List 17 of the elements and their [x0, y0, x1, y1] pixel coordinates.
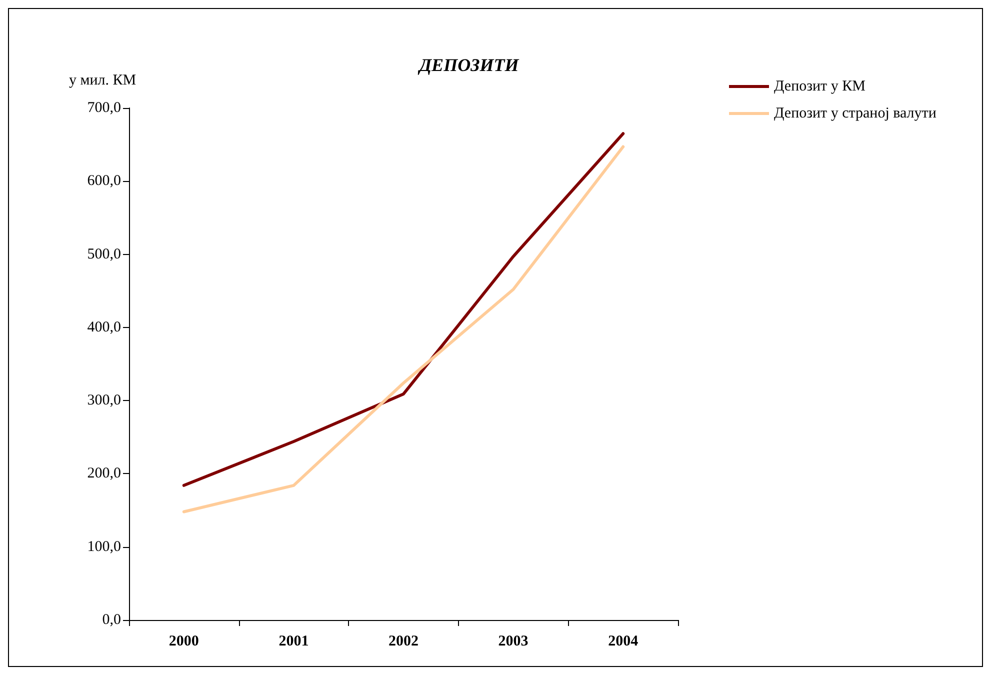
y-tick-label: 700,0: [87, 100, 121, 116]
chart-title: ДЕПОЗИТИ: [417, 55, 520, 75]
y-tick-label: 500,0: [87, 246, 121, 262]
y-tick-label: 400,0: [87, 319, 121, 336]
legend-label: Депозит у КМ: [774, 78, 866, 94]
y-tick-label: 300,0: [87, 392, 121, 409]
y-axis-title: у мил. КМ: [69, 72, 136, 88]
x-tick-label: 2002: [388, 634, 418, 650]
y-tick-label: 0,0: [102, 612, 121, 628]
x-tick-label: 2000: [168, 634, 199, 650]
y-tick-label: 600,0: [87, 173, 121, 190]
x-tick-label: 2003: [498, 634, 528, 650]
x-tick-label: 2001: [278, 634, 309, 650]
y-tick-label: 100,0: [87, 538, 121, 555]
y-tick-label: 200,0: [87, 466, 121, 482]
x-tick-label: 2004: [608, 634, 639, 650]
legend-label: Депозит у страној валути: [774, 106, 936, 122]
